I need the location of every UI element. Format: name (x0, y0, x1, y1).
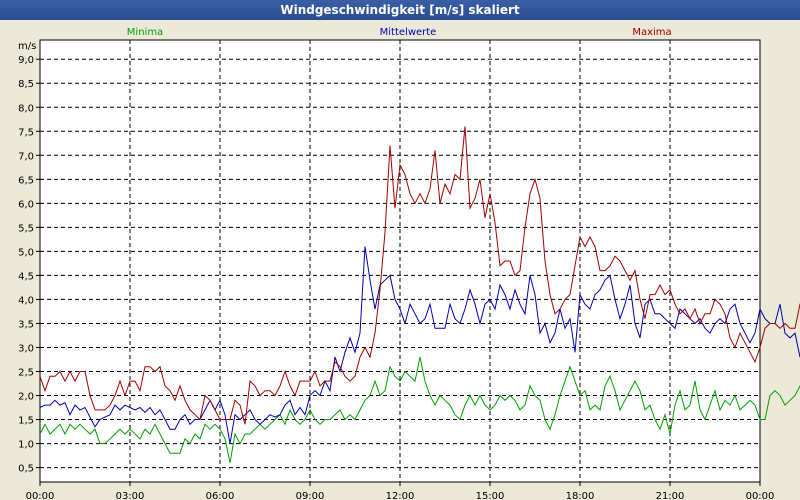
window-title: Windgeschwindigkeit [m/s] skaliert (0, 0, 800, 20)
y-tick-label: 4,0 (18, 295, 34, 306)
y-tick-label: 8,0 (18, 103, 34, 114)
x-tick-time: 00:00 (26, 491, 55, 500)
legend-minima: Minima (127, 27, 163, 38)
y-tick-label: 0,5 (18, 464, 34, 475)
legend-maxima: Maxima (632, 27, 671, 38)
x-tick-time: 21:00 (656, 491, 685, 500)
series-mittelwerte-line (39, 246, 800, 444)
legend-mittelwerte: Mittelwerte (380, 27, 437, 38)
y-tick-label: 7,0 (18, 151, 34, 162)
wind-speed-chart: 0,5 1,0 1,5 2,0 2,5 3,0 3,5 4,0 4,5 5,0 5,5 6,0 6,5 7… (18, 27, 800, 500)
legend: Minima Mittelwerte Maxima (127, 27, 672, 38)
y-tick-label: 1,0 (18, 440, 34, 451)
x-tick-time: 15:00 (476, 491, 505, 500)
y-tick-label: 2,0 (18, 392, 34, 403)
x-axis: 00:0001.04.1303:0001.04.1306:0001.04.130… (26, 482, 775, 500)
x-tick-time: 00:00 (746, 491, 775, 500)
x-tick-time: 18:00 (566, 491, 595, 500)
y-tick-label: 2,5 (18, 368, 34, 379)
y-tick-label: 7,5 (18, 127, 34, 138)
y-tick-label: 3,5 (18, 319, 34, 330)
y-tick-label: 5,0 (18, 247, 34, 258)
y-tick-label: 6,0 (18, 199, 34, 210)
x-tick-time: 03:00 (116, 491, 145, 500)
series-minima-line (39, 356, 800, 463)
x-tick-time: 12:00 (386, 491, 415, 500)
y-axis-label: m/s (18, 41, 36, 52)
x-tick-time: 06:00 (206, 491, 235, 500)
series-maxima-line (39, 126, 800, 425)
grid (40, 40, 760, 482)
y-tick-label: 5,5 (18, 223, 34, 234)
y-tick-label: 8,5 (18, 79, 34, 90)
x-tick-time: 09:00 (296, 491, 325, 500)
y-tick-label: 9,0 (18, 55, 34, 66)
y-tick-label: 6,5 (18, 175, 34, 186)
y-tick-label: 3,0 (18, 343, 34, 354)
y-tick-label: 4,5 (18, 271, 34, 282)
y-axis: 0,5 1,0 1,5 2,0 2,5 3,0 3,5 4,0 4,5 5,0 5,5 6,0 6,5 7… (18, 55, 40, 475)
y-tick-label: 1,5 (18, 416, 34, 427)
series-lines (39, 126, 800, 463)
